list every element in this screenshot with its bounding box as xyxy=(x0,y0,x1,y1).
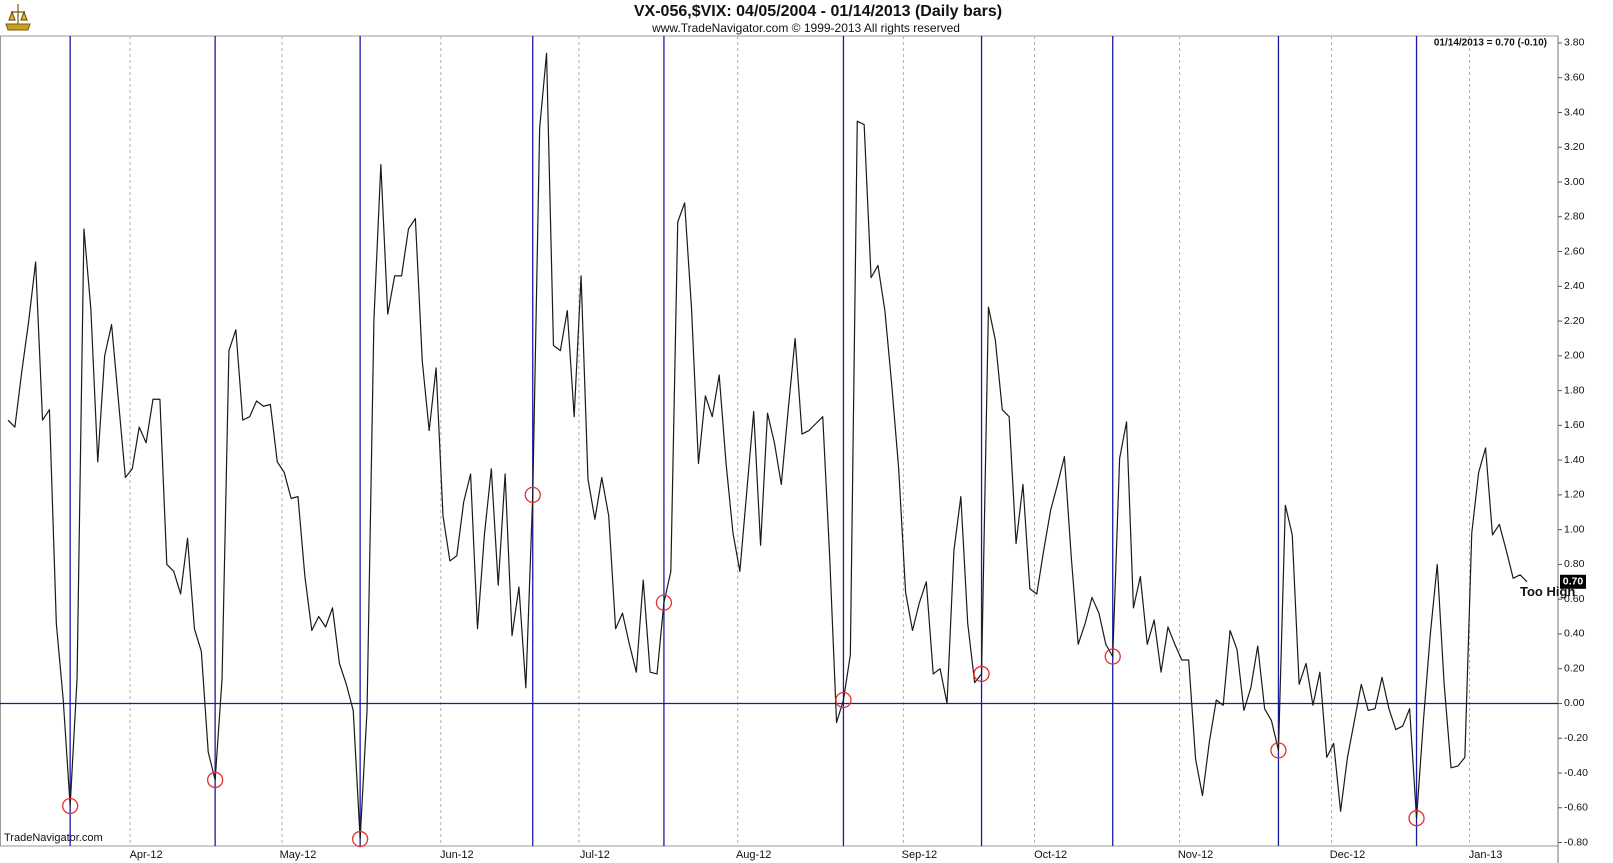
y-tick-label: 1.80 xyxy=(1564,384,1585,396)
signal-marker xyxy=(1408,810,1425,827)
signal-marker xyxy=(206,771,224,789)
current-value-label: 0.70 xyxy=(1563,576,1584,588)
y-tick-label: 1.00 xyxy=(1564,523,1585,535)
y-tick-label: -0.80 xyxy=(1564,836,1588,848)
x-tick-label: Sep-12 xyxy=(902,849,937,861)
y-tick-label: 0.00 xyxy=(1564,697,1585,709)
x-tick-label: Nov-12 xyxy=(1178,849,1213,861)
signal-marker xyxy=(655,594,673,611)
signal-marker xyxy=(973,665,990,683)
note: Too High xyxy=(1520,584,1575,599)
y-tick-label: -0.20 xyxy=(1564,732,1588,744)
x-tick-label: Jan-13 xyxy=(1469,849,1503,861)
signal-marker xyxy=(835,691,852,709)
y-tick-label: -0.60 xyxy=(1564,802,1588,814)
y-tick-label: 2.60 xyxy=(1564,245,1585,257)
y-tick-label: 3.80 xyxy=(1564,37,1585,49)
y-tick-label: 0.40 xyxy=(1564,628,1585,640)
watermark: TradeNavigator.com xyxy=(4,832,103,844)
y-tick-label: 0.80 xyxy=(1564,558,1585,570)
x-tick-label: Jun-12 xyxy=(440,849,474,861)
y-tick-label: 2.00 xyxy=(1564,350,1585,362)
y-tick-label: 2.20 xyxy=(1564,315,1585,327)
x-tick-label: Oct-12 xyxy=(1034,849,1067,861)
y-tick-label: 1.60 xyxy=(1564,419,1585,431)
logo xyxy=(5,4,31,31)
y-tick-label: 3.60 xyxy=(1564,71,1585,83)
y-tick-label: 0.20 xyxy=(1564,662,1585,674)
signal-marker xyxy=(1104,648,1121,665)
y-tick-label: 2.80 xyxy=(1564,211,1585,223)
y-tick-label: 0.60 xyxy=(1564,593,1585,605)
x-tick-label: Dec-12 xyxy=(1330,849,1365,861)
x-tick-label: May-12 xyxy=(280,849,317,861)
data-line xyxy=(7,52,1528,840)
logo-scale xyxy=(8,4,28,24)
y-tick-label: 1.20 xyxy=(1564,489,1585,501)
signal-marker xyxy=(524,486,541,504)
annotation: 01/14/2013 = 0.70 (-0.10) xyxy=(1434,38,1547,49)
current-value-box xyxy=(1560,574,1586,589)
signal-marker xyxy=(351,830,369,848)
signal-marker xyxy=(61,797,79,815)
x-tick-label: Aug-12 xyxy=(736,849,771,861)
x-tick-label: Apr-12 xyxy=(130,849,163,861)
y-tick-label: 3.40 xyxy=(1564,106,1585,118)
logo-base xyxy=(5,23,31,31)
y-tick-label: 3.20 xyxy=(1564,141,1585,153)
x-tick-label: Jul-12 xyxy=(580,849,610,861)
y-tick-label: -0.40 xyxy=(1564,767,1588,779)
y-tick-label: 1.40 xyxy=(1564,454,1585,466)
signal-marker xyxy=(1270,742,1287,759)
y-tick-label: 3.00 xyxy=(1564,176,1585,188)
y-tick-label: 2.40 xyxy=(1564,280,1585,292)
plot-frame xyxy=(0,35,1559,847)
chart-title: VX-056,$VIX: 04/05/2004 - 01/14/2013 (Da… xyxy=(634,3,1002,20)
chart-subtitle: www.TradeNavigator.com © 1999-2013 All r… xyxy=(651,21,960,35)
